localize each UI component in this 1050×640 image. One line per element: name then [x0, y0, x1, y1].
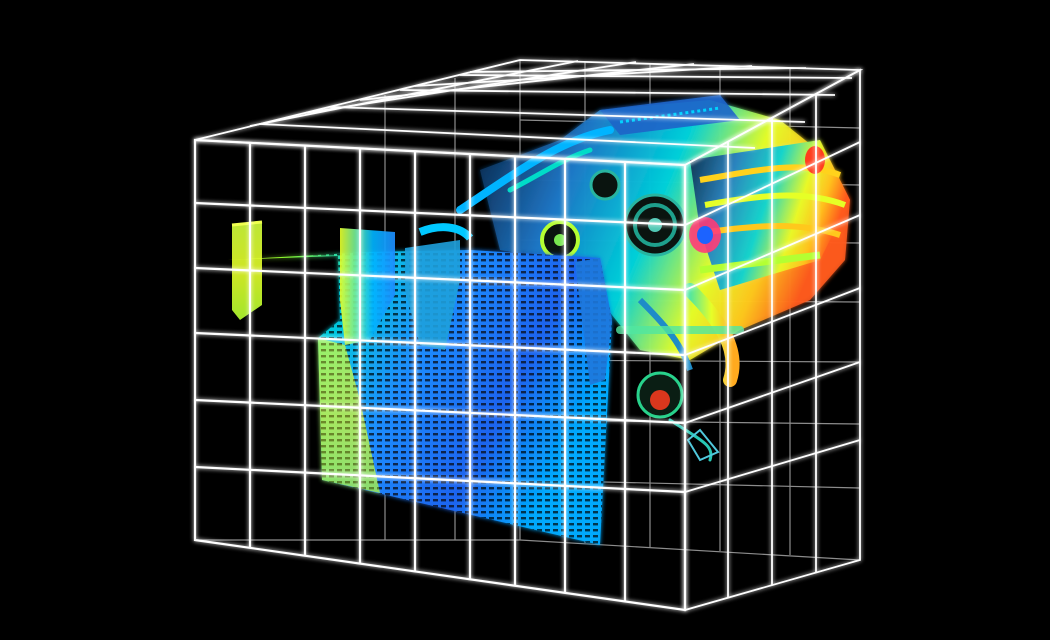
shroud-brackets — [340, 223, 474, 350]
radiator-right-tank — [575, 258, 612, 385]
engine-assembly — [480, 95, 850, 360]
right-grid-lines — [684, 68, 861, 612]
